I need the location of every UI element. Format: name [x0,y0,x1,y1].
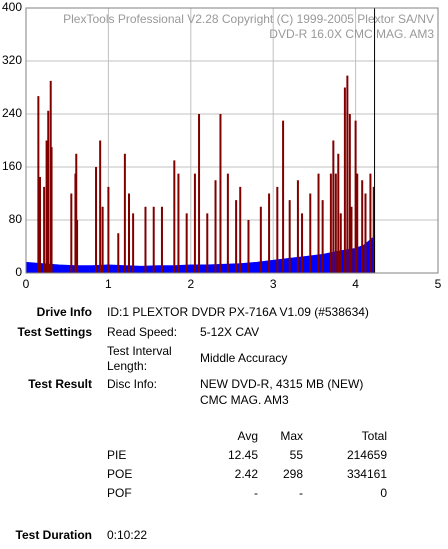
label: Test Duration [16,528,92,542]
y-tick-label: 400 [2,0,22,14]
key: Disc Info: [107,377,157,391]
row-label: POE [107,467,132,481]
y-tick-label: 0 [15,265,22,279]
cell: 12.45 [228,448,258,462]
value: 5-12X CAV [200,325,259,339]
table-header: Max [280,429,303,443]
value: NEW DVD-R, 4315 MB (NEW) [200,377,363,391]
cell: 298 [283,467,303,481]
y-tick-label: 160 [2,159,22,173]
cell: 55 [290,448,304,462]
value: ID:1 PLEXTOR DVDR PX-716A V1.09 (#538634… [107,305,369,319]
y-tick-label: 320 [2,53,22,67]
table-header: Total [362,429,387,443]
pie-area [25,235,376,274]
key: Test Interval [107,344,172,358]
value: CMC MAG. AM3 [200,393,289,407]
annotation: PlexTools Professional V2.28 Copyright (… [63,12,434,26]
x-tick-label: 0 [23,277,30,291]
annotation: DVD-R 16.0X CMC MAG. AM3 [269,27,434,41]
plot-frame [25,7,439,274]
row-label: POF [107,486,132,500]
cell: 2.42 [235,467,259,481]
row-label: PIE [107,448,126,462]
cell: 0 [380,486,387,500]
y-tick-label: 80 [9,212,23,226]
cell: 214659 [347,448,387,462]
x-tick-label: 2 [187,277,194,291]
x-tick-label: 1 [105,277,112,291]
label: Test Settings [18,325,93,339]
key: Length: [107,359,147,373]
x-tick-label: 5 [435,277,442,291]
x-tick-label: 3 [270,277,277,291]
cell: 334161 [347,467,387,481]
y-tick-label: 240 [2,106,22,120]
x-tick-label: 4 [352,277,359,291]
plot-area [26,8,438,273]
cell: - [254,486,258,500]
label: Test Result [28,377,92,391]
cell: - [299,486,303,500]
label: Drive Info [37,305,92,319]
value: 0:10:22 [107,528,147,542]
key: Read Speed: [107,325,177,339]
table-header: Avg [238,429,258,443]
value: Middle Accuracy [200,351,287,365]
